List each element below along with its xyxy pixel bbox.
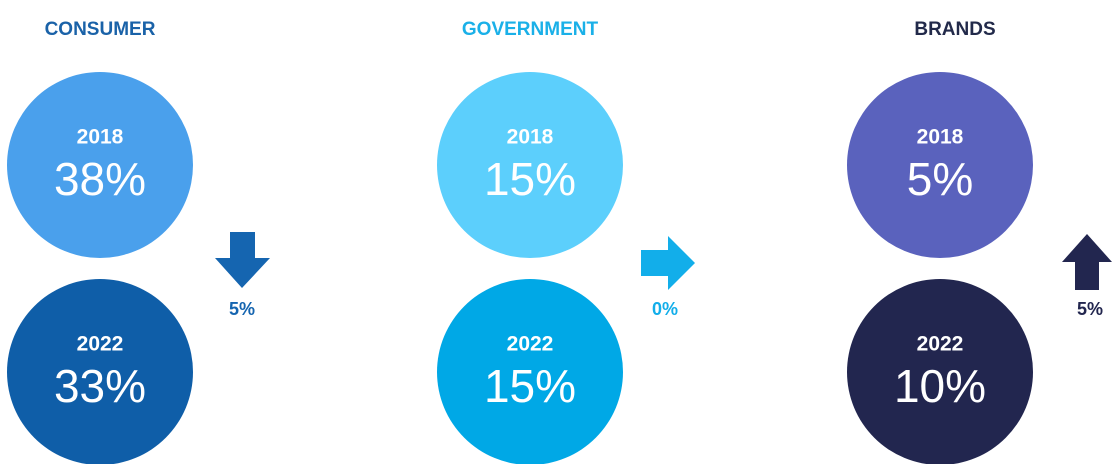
year: 2018 [917,126,964,149]
year: 2022 [507,333,554,356]
value: 15% [484,153,576,205]
year: 2018 [77,126,124,149]
segment-title: CONSUMER [45,19,156,40]
value: 33% [54,360,146,412]
arrow-up [1062,234,1112,290]
arrow-right [641,236,695,290]
change: 5% [1077,299,1103,319]
value: 10% [894,360,986,412]
year: 2018 [507,126,554,149]
change: 5% [229,299,255,319]
circle [847,72,1033,258]
segment-title: BRANDS [914,19,995,40]
segment-title: GOVERNMENT [462,19,599,40]
circle [847,279,1033,464]
value: 38% [54,153,146,205]
circle [7,279,193,464]
circle [437,279,623,464]
year: 2022 [917,333,964,356]
value: 15% [484,360,576,412]
year: 2022 [77,333,124,356]
arrow-down [215,232,270,288]
circle [7,72,193,258]
value: 5% [907,153,973,205]
change: 0% [652,299,678,319]
circle [437,72,623,258]
